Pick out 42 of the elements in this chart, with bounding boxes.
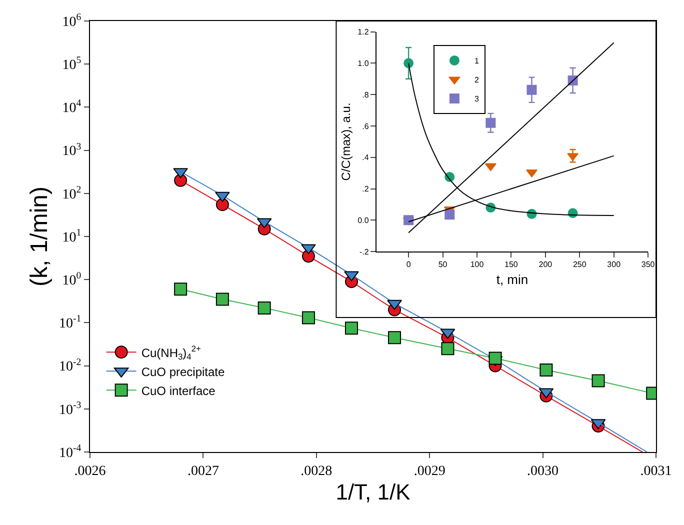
y-tick-label: 0.0: [358, 216, 370, 225]
y-tick-label: 10$^{3}$: [62, 141, 82, 160]
x-tick-label: 0: [406, 260, 412, 270]
legend-label: 2: [474, 76, 480, 85]
y-tick-label: 10$^{4}$: [62, 98, 82, 116]
x-tick-label: 350: [641, 260, 656, 270]
y-tick-label: 10$^{5}$: [62, 55, 82, 73]
y-tick-label: 10$^{-3}$: [59, 400, 82, 418]
legend-label: 3: [474, 94, 480, 104]
x-tick-label: .0031: [640, 464, 672, 479]
x-tick-label: 300: [607, 260, 622, 270]
x-tick-label: 150: [504, 260, 518, 270]
y-tick-label: 10$^{-4}$: [59, 443, 82, 461]
legend-label: 1: [474, 56, 480, 66]
x-tick-label: 200: [538, 260, 553, 270]
y-tick-label: 1.2: [358, 28, 370, 37]
y-tick-label: -.2: [359, 247, 370, 256]
x-tick-label: 100: [470, 260, 484, 270]
y-tick-label: .4: [362, 153, 370, 162]
y-tick-label: 10$^{-2}$: [59, 356, 82, 375]
y-tick-label: 10$^{2}$: [62, 184, 82, 202]
y-tick-label: .6: [362, 122, 370, 131]
y-axis-title: (k, 1/min): [26, 186, 54, 287]
x-tick-label: .0029: [414, 464, 446, 479]
legend-label: CuO precipitate: [141, 364, 226, 379]
x-tick-label: 50: [438, 260, 448, 270]
x-axis-title: t, min: [496, 272, 528, 287]
x-tick-label: .0026: [74, 464, 106, 479]
x-tick-label: .0027: [187, 464, 219, 479]
y-tick-label: 10$^{0}$: [62, 270, 82, 288]
y-tick-label: .8: [362, 90, 370, 100]
y-tick-label: 10$^{-1}$: [59, 314, 82, 332]
y-tick-label: 10$^{1}$: [62, 228, 82, 246]
x-tick-label: .0028: [300, 464, 332, 479]
y-tick-label: .2: [362, 184, 370, 194]
y-tick-label: 10$^{6}$: [62, 12, 82, 30]
y-axis-title: C/C(max), a.u.: [338, 102, 353, 181]
y-tick-label: 1.0: [358, 58, 370, 68]
legend-label: CuO interface: [141, 384, 216, 398]
x-axis-title: 1/T, 1/K: [336, 480, 411, 505]
x-tick-label: .0030: [527, 464, 559, 479]
x-tick-label: 250: [572, 260, 587, 270]
